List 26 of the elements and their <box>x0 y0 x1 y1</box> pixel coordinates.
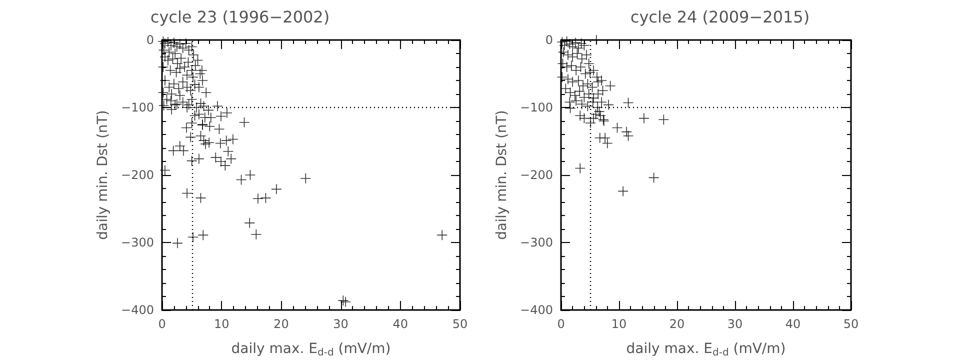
y-tick-label: −400 <box>520 303 553 317</box>
x-tick-label: 20 <box>669 317 685 331</box>
y-tick-label: −400 <box>121 303 154 317</box>
y-tick-label: −300 <box>121 236 154 250</box>
y-tick-label: −100 <box>520 100 553 114</box>
chart-title: cycle 23 (1996−2002) <box>150 8 330 26</box>
x-tick-label: 50 <box>843 317 859 331</box>
y-tick-label: 0 <box>146 33 154 47</box>
x-tick-label: 0 <box>158 317 166 331</box>
x-tick-label: 10 <box>611 317 627 331</box>
x-tick-label: 0 <box>557 317 565 331</box>
x-tick-label: 30 <box>727 317 743 331</box>
y-tick-label: −100 <box>121 100 154 114</box>
y-tick-label: −200 <box>520 168 553 182</box>
y-tick-label: 0 <box>545 33 553 47</box>
y-tick-label: −200 <box>121 168 154 182</box>
x-tick-label: 20 <box>274 317 289 331</box>
x-tick-label: 50 <box>452 317 468 331</box>
x-tick-label: 30 <box>333 317 348 331</box>
y-axis-title: daily min. Dst (nT) <box>494 110 510 240</box>
chart-title: cycle 24 (2009−2015) <box>630 8 810 26</box>
y-tick-label: −300 <box>520 236 553 250</box>
x-tick-label: 40 <box>392 317 408 331</box>
x-tick-label: 10 <box>214 317 230 331</box>
y-axis-title: daily min. Dst (nT) <box>95 110 112 240</box>
x-tick-label: 40 <box>785 317 801 331</box>
